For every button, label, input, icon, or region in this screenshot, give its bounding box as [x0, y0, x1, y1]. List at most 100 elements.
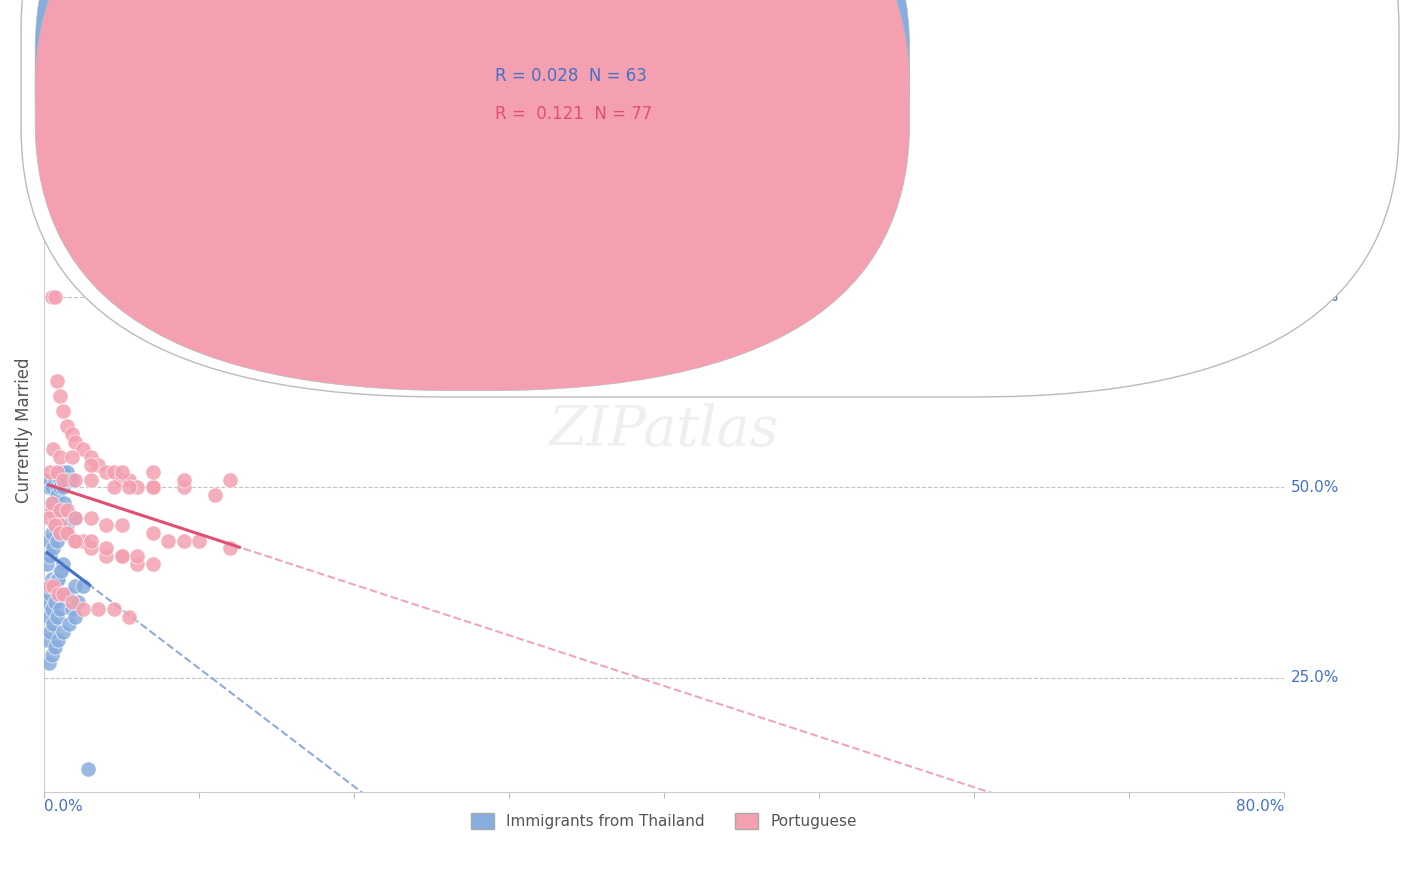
Point [42, 617, 65, 632]
Point [38, 511, 60, 525]
Point [67, 594, 90, 608]
Point [45, 480, 67, 494]
Point [53, 495, 76, 509]
Point [41, 602, 63, 616]
Point [39, 625, 62, 640]
Point [142, 480, 165, 494]
Point [188, 533, 211, 548]
Point [39, 473, 62, 487]
Point [48, 518, 70, 533]
Point [45, 609, 67, 624]
Point [38, 191, 60, 205]
Y-axis label: Currently Married: Currently Married [15, 358, 32, 503]
Point [79, 473, 101, 487]
Point [219, 541, 242, 556]
Point [127, 557, 149, 571]
Point [48, 473, 70, 487]
Point [48, 389, 70, 403]
Point [60, 602, 83, 616]
Point [173, 480, 195, 494]
Point [44, 473, 66, 487]
Point [39, 579, 62, 593]
Point [48, 526, 70, 541]
Point [45, 572, 67, 586]
Point [37, 480, 59, 494]
Point [56, 587, 79, 601]
Point [45, 511, 67, 525]
Point [58, 617, 80, 632]
Point [87, 602, 110, 616]
Point [72, 602, 94, 616]
Point [49, 503, 72, 517]
Legend: Immigrants from Thailand, Portuguese: Immigrants from Thailand, Portuguese [465, 806, 863, 835]
Point [142, 480, 165, 494]
Point [46, 511, 69, 525]
Point [38, 579, 60, 593]
Point [110, 549, 132, 563]
Point [41, 648, 63, 662]
Point [48, 587, 70, 601]
Point [41, 480, 63, 494]
Point [63, 473, 86, 487]
Point [76, 762, 98, 776]
Point [38, 533, 60, 548]
Point [44, 640, 66, 655]
Point [94, 465, 117, 479]
Point [41, 290, 63, 304]
Text: 75.0%: 75.0% [1291, 290, 1339, 304]
Point [72, 579, 94, 593]
Point [79, 458, 101, 472]
Point [49, 564, 72, 578]
Point [46, 632, 69, 647]
Point [48, 564, 70, 578]
Point [52, 404, 75, 418]
Point [37, 632, 59, 647]
Point [44, 579, 66, 593]
Point [142, 465, 165, 479]
Point [42, 541, 65, 556]
Point [60, 450, 83, 464]
Point [72, 533, 94, 548]
Point [48, 602, 70, 616]
Point [56, 518, 79, 533]
Point [63, 579, 86, 593]
Point [142, 526, 165, 541]
Point [204, 488, 226, 502]
Point [110, 465, 132, 479]
Point [37, 594, 59, 608]
Point [63, 434, 86, 449]
Point [46, 572, 69, 586]
Point [94, 549, 117, 563]
Point [52, 557, 75, 571]
Point [41, 495, 63, 509]
Text: Source: ZipAtlas.com: Source: ZipAtlas.com [1230, 27, 1378, 41]
Text: 80.0%: 80.0% [1236, 799, 1284, 814]
Text: ZIPatlas: ZIPatlas [548, 403, 779, 458]
Point [44, 290, 66, 304]
Point [42, 579, 65, 593]
Point [56, 503, 79, 517]
Point [157, 533, 180, 548]
Point [37, 557, 59, 571]
Point [110, 518, 132, 533]
Point [41, 572, 63, 586]
Text: R = 0.028  N = 63: R = 0.028 N = 63 [495, 67, 647, 85]
Point [56, 473, 79, 487]
Point [127, 480, 149, 494]
Text: 50.0%: 50.0% [1291, 480, 1339, 495]
Point [103, 602, 125, 616]
Point [44, 594, 66, 608]
Point [45, 533, 67, 548]
Point [48, 526, 70, 541]
Point [56, 465, 79, 479]
Point [52, 465, 75, 479]
Point [118, 473, 141, 487]
Point [219, 473, 242, 487]
Point [110, 473, 132, 487]
Point [42, 579, 65, 593]
Point [60, 427, 83, 442]
Point [63, 533, 86, 548]
Point [118, 480, 141, 494]
Point [87, 458, 110, 472]
Point [46, 587, 69, 601]
